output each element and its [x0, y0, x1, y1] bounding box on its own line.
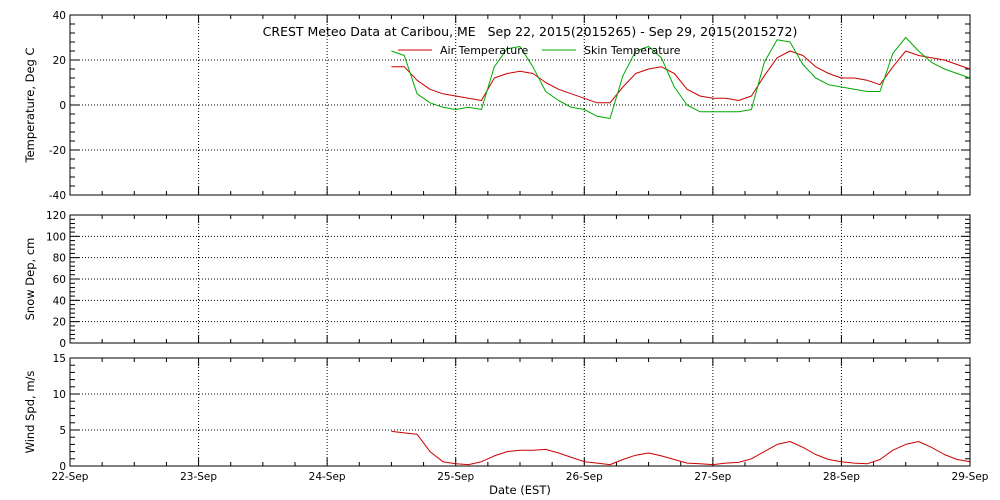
- wind-speed-series: [391, 430, 971, 466]
- wind-speed-y-axis-label: Wind Spd, m/s: [23, 371, 37, 454]
- x-tick-label: 24-Sep: [309, 471, 346, 483]
- wind-speed-panel: 0 5 10 15 Wind Spd, m/s: [23, 353, 971, 473]
- temperature-y-tick-label: -40: [49, 190, 66, 202]
- temperature-plot-frame: [69, 14, 971, 196]
- snow-depth-panel: 0 20 40 60 80 100 120 Snow Dep, cm: [23, 210, 971, 350]
- temperature-y-tick-labels: -40 -20 0 20 40: [49, 10, 66, 202]
- snow-depth-plot-frame: [69, 214, 971, 344]
- wind-speed-plot-frame: [69, 357, 971, 467]
- x-tick-label: 27-Sep: [694, 471, 731, 483]
- snow-depth-y-tick-label: 0: [59, 338, 66, 350]
- snow-depth-y-tick-label: 60: [53, 274, 66, 286]
- temperature-y-tick-label: -20: [49, 145, 66, 157]
- snow-depth-y-tick-label: 80: [53, 253, 66, 265]
- x-tick-label: 28-Sep: [823, 471, 860, 483]
- x-axis-label: Date (EST): [489, 483, 551, 497]
- snow-depth-gridlines: [70, 215, 970, 343]
- temperature-y-tick-label: 0: [59, 100, 66, 112]
- x-axis-tick-labels: 22-Sep 23-Sep 24-Sep 25-Sep 26-Sep 27-Sep 28-S…: [52, 471, 989, 483]
- wind-speed-y-tick-label: 10: [53, 389, 66, 401]
- snow-depth-y-tick-label: 40: [53, 295, 66, 307]
- chart-title: CREST Meteo Data at Caribou, ME Sep 22, …: [263, 24, 798, 39]
- snow-depth-y-tick-label: 100: [46, 231, 66, 243]
- snow-depth-y-tick-labels: 0 20 40 60 80 100 120: [46, 210, 66, 350]
- temperature-y-axis-label: Temperature, Deg C: [23, 47, 37, 163]
- legend: Air Temperature Skin Temperature: [398, 44, 681, 57]
- snow-depth-y-tick-label: 120: [46, 210, 66, 222]
- temperature-panel: -40 -20 0 20 40 Temperature, Deg C Air Tempe…: [23, 10, 971, 202]
- x-tick-label: 23-Sep: [180, 471, 217, 483]
- temperature-y-tick-label: 20: [53, 55, 66, 67]
- chart-title-text: CREST Meteo Data at Caribou, ME Sep 22, …: [263, 24, 798, 39]
- x-tick-label: 29-Sep: [952, 471, 989, 483]
- snow-depth-y-axis-label: Snow Dep, cm: [23, 238, 37, 321]
- wind-speed-y-tick-label: 15: [53, 353, 66, 365]
- legend-label-air-temperature: Air Temperature: [440, 44, 529, 57]
- x-tick-label: 22-Sep: [52, 471, 89, 483]
- legend-label-skin-temperature: Skin Temperature: [584, 44, 681, 57]
- skin-temperature-series-line: [391, 37, 971, 119]
- temperature-gridlines: [70, 15, 970, 195]
- wind-speed-y-tick-labels: 0 5 10 15: [53, 353, 66, 473]
- temperature-y-tick-label: 40: [53, 10, 66, 22]
- wind-speed-y-tick-label: 5: [59, 425, 66, 437]
- x-tick-label: 26-Sep: [566, 471, 603, 483]
- temperature-series: [391, 37, 971, 119]
- snow-depth-y-tick-label: 20: [53, 317, 66, 329]
- x-tick-label: 25-Sep: [437, 471, 474, 483]
- wind-speed-gridlines: [70, 358, 970, 466]
- wind-speed-series-line: [391, 430, 971, 466]
- wind-speed-y-tick-label: 0: [59, 461, 66, 473]
